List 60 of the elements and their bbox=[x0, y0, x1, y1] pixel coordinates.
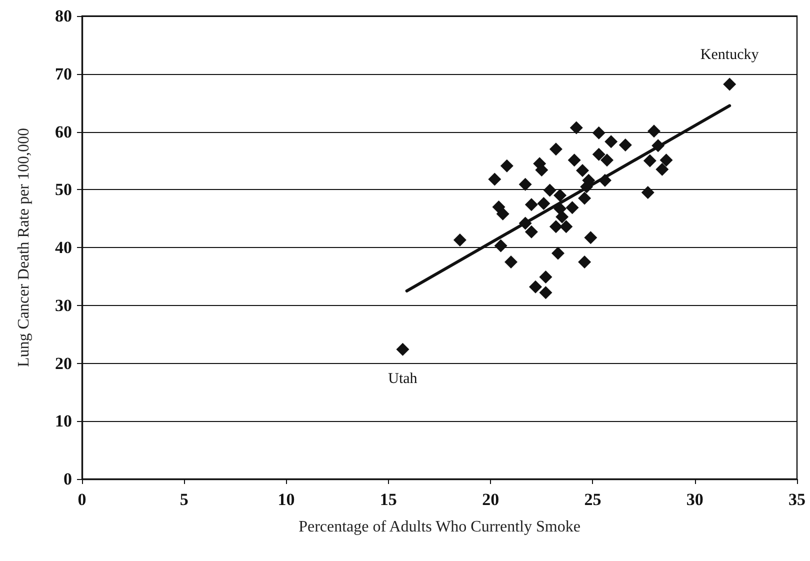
point bbox=[578, 192, 592, 205]
y-tick-label: 20 bbox=[55, 354, 72, 373]
point bbox=[592, 148, 606, 161]
y-tick-label: 60 bbox=[55, 122, 72, 142]
point bbox=[551, 246, 564, 260]
x-tick-label: 25 bbox=[584, 490, 602, 509]
point bbox=[643, 154, 656, 168]
point bbox=[723, 78, 736, 91]
point bbox=[524, 225, 538, 238]
point bbox=[549, 142, 562, 156]
point bbox=[543, 184, 556, 197]
point bbox=[537, 197, 550, 210]
y-tick-label: 30 bbox=[55, 296, 72, 315]
point bbox=[500, 159, 514, 172]
point bbox=[496, 207, 510, 220]
point bbox=[529, 280, 542, 294]
point bbox=[600, 154, 614, 167]
point bbox=[396, 342, 410, 356]
point bbox=[578, 255, 592, 268]
y-tick-label: 40 bbox=[55, 238, 72, 257]
point bbox=[592, 126, 606, 140]
point bbox=[560, 220, 573, 234]
point bbox=[576, 164, 589, 178]
x-tick-label: 0 bbox=[78, 490, 86, 509]
x-tick-label: 15 bbox=[380, 490, 397, 509]
x-tick-label: 20 bbox=[482, 490, 500, 509]
point bbox=[549, 220, 562, 234]
x-axis-title: Percentage of Adults Who Currently Smoke bbox=[298, 518, 580, 536]
point bbox=[604, 135, 618, 148]
point bbox=[504, 255, 518, 268]
point bbox=[518, 178, 532, 191]
point bbox=[660, 154, 673, 167]
point bbox=[584, 231, 598, 244]
point bbox=[641, 186, 654, 200]
point bbox=[566, 201, 579, 214]
x-tick-label: 10 bbox=[278, 490, 295, 509]
x-tick-label: 35 bbox=[788, 490, 806, 509]
y-tick-label: 70 bbox=[55, 64, 72, 84]
annotation: Kentucky bbox=[700, 46, 760, 63]
point bbox=[539, 286, 552, 300]
point bbox=[568, 154, 581, 167]
point bbox=[570, 121, 583, 134]
point bbox=[453, 233, 466, 246]
point bbox=[488, 172, 502, 186]
x-tick-label: 5 bbox=[180, 490, 188, 509]
y-tick-label: 0 bbox=[64, 470, 72, 488]
x-tick-label: 30 bbox=[686, 490, 704, 509]
point bbox=[554, 188, 567, 202]
annotation: Utah bbox=[388, 370, 418, 387]
point bbox=[656, 162, 669, 176]
y-tick-label: 80 bbox=[55, 6, 72, 26]
point bbox=[494, 239, 508, 252]
point bbox=[648, 124, 660, 138]
point bbox=[524, 198, 538, 212]
point bbox=[539, 270, 552, 284]
y-axis-title: Lung Cancer Death Rate per 100,000 bbox=[16, 128, 32, 368]
point bbox=[556, 210, 569, 224]
point bbox=[618, 138, 632, 152]
y-tick-label: 10 bbox=[55, 412, 72, 431]
y-tick-label: 50 bbox=[55, 180, 72, 200]
